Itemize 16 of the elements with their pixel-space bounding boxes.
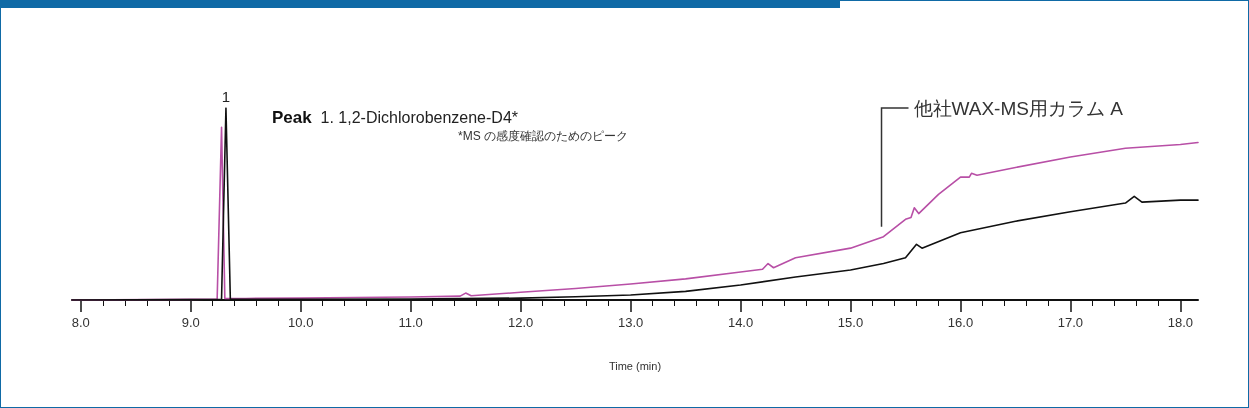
annotation: *MS の感度確認のためのピーク bbox=[457, 129, 628, 143]
x-tick-label: 8.0 bbox=[71, 315, 90, 330]
x-tick-label: 14.0 bbox=[727, 315, 754, 330]
x-tick-label: 15.0 bbox=[837, 315, 864, 330]
x-tick-label: 10.0 bbox=[288, 315, 314, 330]
x-tick-label: 16.0 bbox=[947, 315, 974, 330]
x-axis-title: Time (min) bbox=[608, 359, 662, 372]
series-label: 他社WAX-MS用カラム A bbox=[913, 97, 1124, 119]
x-tick-label: 18.0 bbox=[1167, 315, 1194, 330]
x-tick-label: 13.0 bbox=[617, 315, 644, 330]
x-tick-label: 17.0 bbox=[1057, 315, 1084, 330]
x-tick-label: 11.0 bbox=[398, 315, 423, 330]
x-tick-label: 12.0 bbox=[507, 315, 534, 330]
x-tick-label: 9.0 bbox=[181, 315, 200, 330]
annotation: Peak 1. 1,2-Dichlorobenzene-D4* bbox=[272, 108, 519, 127]
annotation: 1 bbox=[221, 88, 231, 105]
